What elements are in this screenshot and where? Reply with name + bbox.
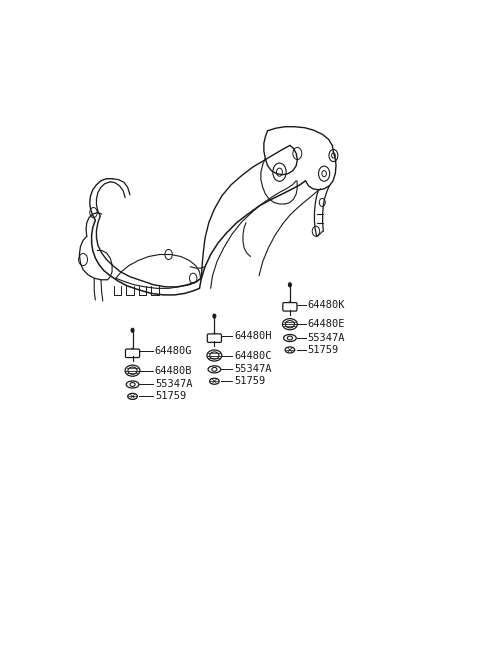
Circle shape	[131, 328, 134, 333]
Circle shape	[213, 314, 216, 318]
Text: 51759: 51759	[234, 377, 265, 386]
Circle shape	[131, 348, 134, 352]
Text: 51759: 51759	[155, 392, 186, 401]
Text: 55347A: 55347A	[155, 380, 192, 390]
Text: 64480B: 64480B	[155, 365, 192, 376]
FancyBboxPatch shape	[125, 349, 140, 358]
Text: 64480H: 64480H	[234, 331, 272, 341]
Text: 55347A: 55347A	[234, 364, 272, 375]
FancyBboxPatch shape	[207, 334, 221, 342]
Text: 64480K: 64480K	[307, 300, 345, 310]
Text: 51759: 51759	[307, 345, 338, 355]
Circle shape	[288, 283, 291, 287]
Text: 64480E: 64480E	[307, 319, 345, 329]
Text: 55347A: 55347A	[307, 333, 345, 343]
Text: 64480G: 64480G	[155, 346, 192, 356]
Circle shape	[288, 302, 291, 306]
FancyBboxPatch shape	[283, 302, 297, 311]
Text: 64480C: 64480C	[234, 350, 272, 361]
Circle shape	[213, 333, 216, 337]
